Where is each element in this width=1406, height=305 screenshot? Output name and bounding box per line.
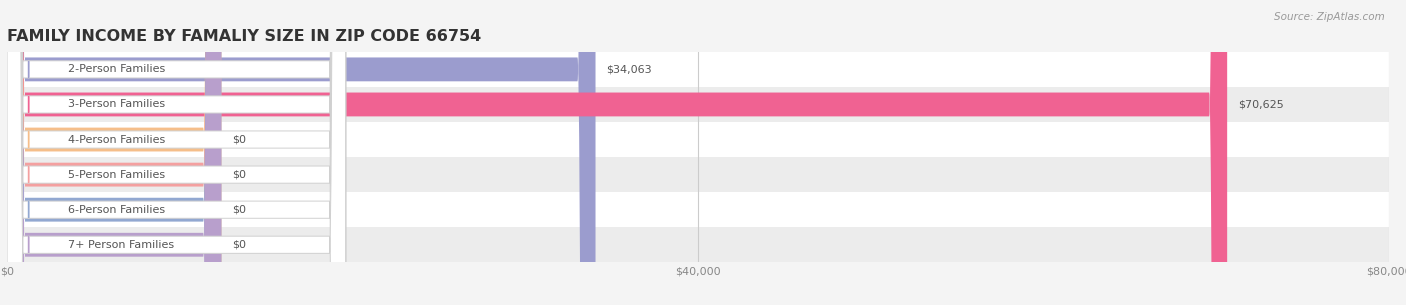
Text: $70,625: $70,625 [1239, 99, 1284, 109]
FancyBboxPatch shape [7, 0, 221, 305]
Text: 4-Person Families: 4-Person Families [67, 135, 166, 145]
FancyBboxPatch shape [7, 0, 346, 305]
Bar [7, 122, 1389, 157]
FancyBboxPatch shape [7, 0, 346, 305]
Text: $0: $0 [232, 240, 246, 250]
FancyBboxPatch shape [7, 0, 346, 305]
FancyBboxPatch shape [7, 0, 346, 305]
Text: $34,063: $34,063 [606, 64, 652, 74]
Text: 2-Person Families: 2-Person Families [67, 64, 166, 74]
Bar [7, 157, 1389, 192]
FancyBboxPatch shape [7, 0, 221, 305]
Text: FAMILY INCOME BY FAMALIY SIZE IN ZIP CODE 66754: FAMILY INCOME BY FAMALIY SIZE IN ZIP COD… [7, 29, 481, 44]
FancyBboxPatch shape [7, 0, 346, 305]
Text: 7+ Person Families: 7+ Person Families [67, 240, 174, 250]
Bar [7, 192, 1389, 227]
Text: 3-Person Families: 3-Person Families [67, 99, 165, 109]
Text: 5-Person Families: 5-Person Families [67, 170, 165, 180]
FancyBboxPatch shape [7, 0, 221, 305]
FancyBboxPatch shape [7, 0, 346, 305]
Bar [7, 87, 1389, 122]
Text: 6-Person Families: 6-Person Families [67, 205, 165, 215]
FancyBboxPatch shape [7, 0, 596, 305]
FancyBboxPatch shape [7, 0, 1227, 305]
Text: $0: $0 [232, 205, 246, 215]
Bar [7, 52, 1389, 87]
Text: Source: ZipAtlas.com: Source: ZipAtlas.com [1274, 12, 1385, 22]
Bar [7, 227, 1389, 262]
Text: $0: $0 [232, 170, 246, 180]
FancyBboxPatch shape [7, 0, 221, 305]
Text: $0: $0 [232, 135, 246, 145]
